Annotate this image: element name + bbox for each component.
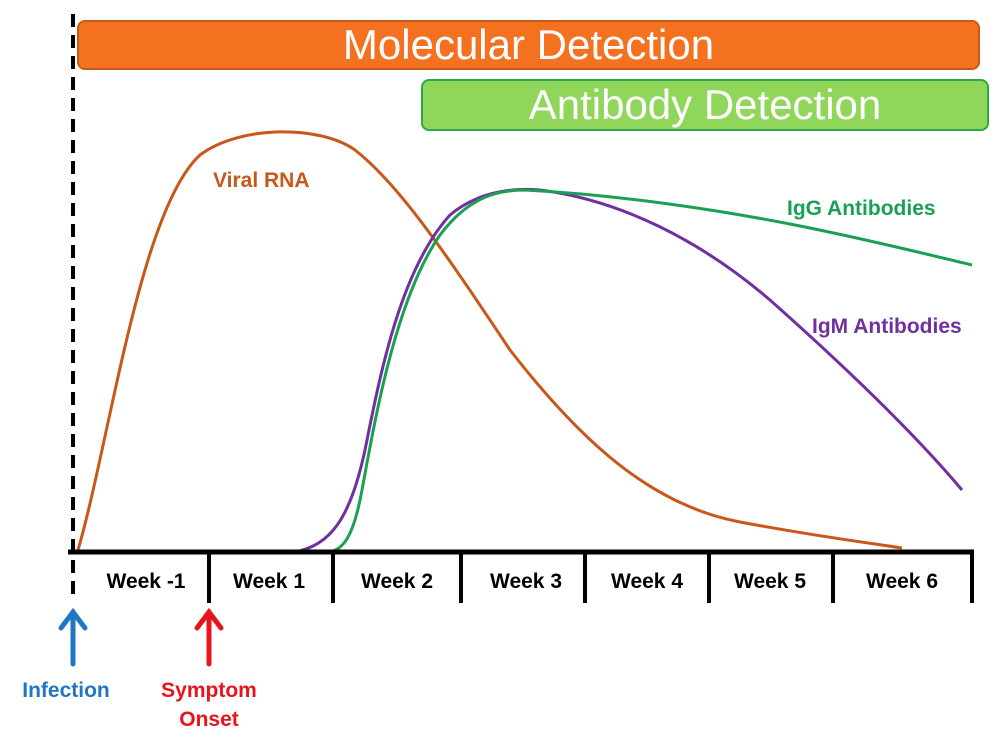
igm-antibodies-curve: [294, 187, 964, 554]
week-label: Week 2: [361, 570, 433, 593]
symptom-onset-label-line1: Symptom: [161, 679, 257, 702]
igg-antibodies-curve: [321, 188, 973, 555]
molecular-detection-label: Molecular Detection: [342, 21, 715, 68]
antibody-detection-banner: Antibody Detection: [421, 79, 989, 131]
week-label: Week -1: [107, 570, 186, 593]
viral-rna-label: Viral RNA: [213, 169, 309, 192]
igm-antibodies-label: IgM Antibodies: [812, 315, 962, 338]
infection-arrow-icon: [58, 607, 88, 667]
week-label: Week 1: [233, 570, 305, 593]
timeline-week-ticks: [207, 552, 974, 603]
week-label: Week 6: [866, 570, 938, 593]
symptom-onset-arrow-icon: [194, 607, 224, 667]
week-label: Week 3: [490, 570, 562, 593]
week-label: Week 4: [611, 570, 683, 593]
symptom-onset-label-line2: Onset: [179, 708, 239, 731]
antibody-detection-label: Antibody Detection: [528, 81, 882, 128]
molecular-detection-banner: Molecular Detection: [77, 20, 980, 70]
infection-label: Infection: [22, 679, 110, 702]
viral-rna-curve: [76, 130, 903, 551]
igg-antibodies-label: IgG Antibodies: [787, 197, 936, 220]
week-label: Week 5: [734, 570, 806, 593]
